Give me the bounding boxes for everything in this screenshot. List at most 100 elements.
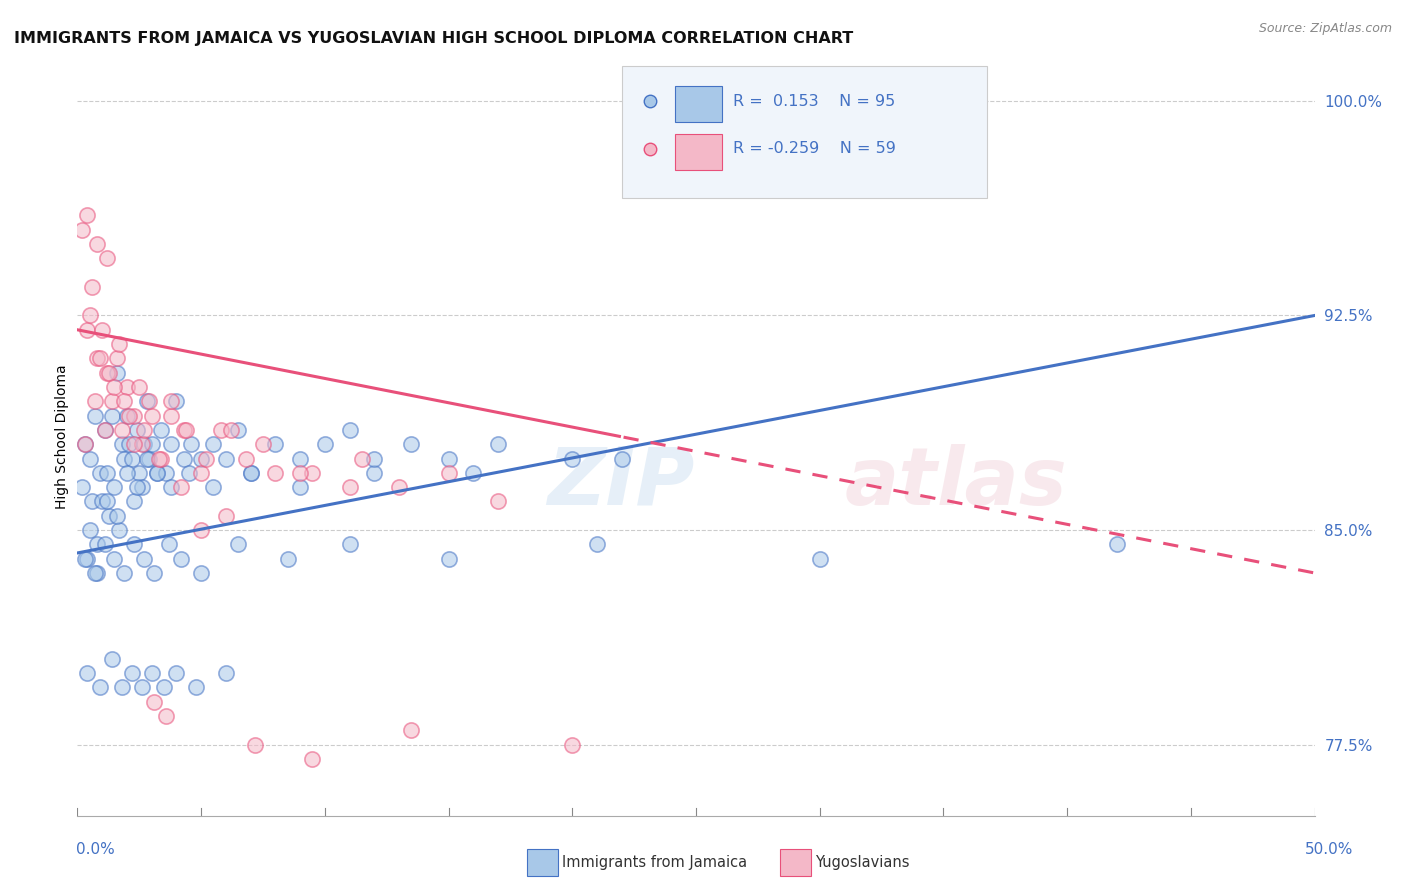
Point [160,394,183,409]
Point [108,337,131,351]
Point [134,437,156,451]
Point [101,409,124,423]
FancyBboxPatch shape [675,134,721,170]
Point [245,738,267,752]
Point [122,437,145,451]
Text: Immigrants from Jamaica: Immigrants from Jamaica [562,855,748,870]
Point [73,437,96,451]
Point [103,380,125,394]
Point [141,437,163,451]
Point [239,466,262,480]
Point [128,380,150,394]
Point [76,323,98,337]
Point [288,480,311,494]
Point [96,252,118,266]
Point [96,466,118,480]
Point [118,437,141,451]
Point [288,466,311,480]
Point [150,451,173,466]
Point [83,566,105,580]
Point [173,451,195,466]
Point [105,351,128,366]
Point [138,451,160,466]
Point [561,451,583,466]
Point [165,394,187,409]
Point [202,437,225,451]
Point [155,466,177,480]
Point [215,508,238,523]
Point [105,366,128,380]
Text: R =  0.153    N = 95: R = 0.153 N = 95 [733,94,896,109]
Point [141,666,163,681]
Point [314,437,336,451]
Point [103,480,125,494]
Point [1105,537,1128,551]
Point [82,494,104,508]
Point [112,451,135,466]
Point [118,409,141,423]
Point [82,280,104,294]
Point [226,423,249,437]
Point [79,451,101,466]
Point [165,666,187,681]
Point [145,466,167,480]
Point [339,480,361,494]
Point [73,437,96,451]
Point [79,309,101,323]
Point [190,523,212,537]
Point [339,423,361,437]
Point [122,494,145,508]
Point [150,423,173,437]
Point [72,480,94,494]
Point [486,437,509,451]
Point [76,551,98,566]
Point [131,480,153,494]
Point [215,451,238,466]
Point [91,323,114,337]
Point [122,537,145,551]
Point [157,537,180,551]
Point [86,537,108,551]
Point [437,466,460,480]
Point [111,437,134,451]
Point [89,681,111,695]
Point [134,423,156,437]
Point [160,409,183,423]
Y-axis label: High School Diploma: High School Diploma [55,365,69,509]
Point [226,537,249,551]
Point [301,752,323,766]
Point [264,437,287,451]
Point [180,437,202,451]
Text: ZIP: ZIP [547,443,695,522]
Point [72,222,94,236]
Point [86,566,108,580]
Point [115,380,138,394]
Point [96,494,118,508]
Point [209,423,232,437]
Point [155,709,177,723]
Point [388,480,411,494]
Point [160,437,183,451]
Point [277,551,299,566]
Point [91,494,114,508]
Point [101,394,124,409]
Point [125,423,148,437]
Point [134,551,156,566]
Point [437,451,460,466]
Point [486,494,509,508]
Point [112,566,135,580]
Point [89,466,111,480]
Point [89,351,111,366]
Point [401,723,423,738]
Point [363,451,385,466]
Point [101,652,124,666]
Point [76,666,98,681]
Point [138,394,160,409]
Point [108,523,131,537]
Text: Yugoslavians: Yugoslavians [815,855,910,870]
Point [73,551,96,566]
Point [122,409,145,423]
Point [160,480,183,494]
Point [98,366,121,380]
Point [610,451,633,466]
